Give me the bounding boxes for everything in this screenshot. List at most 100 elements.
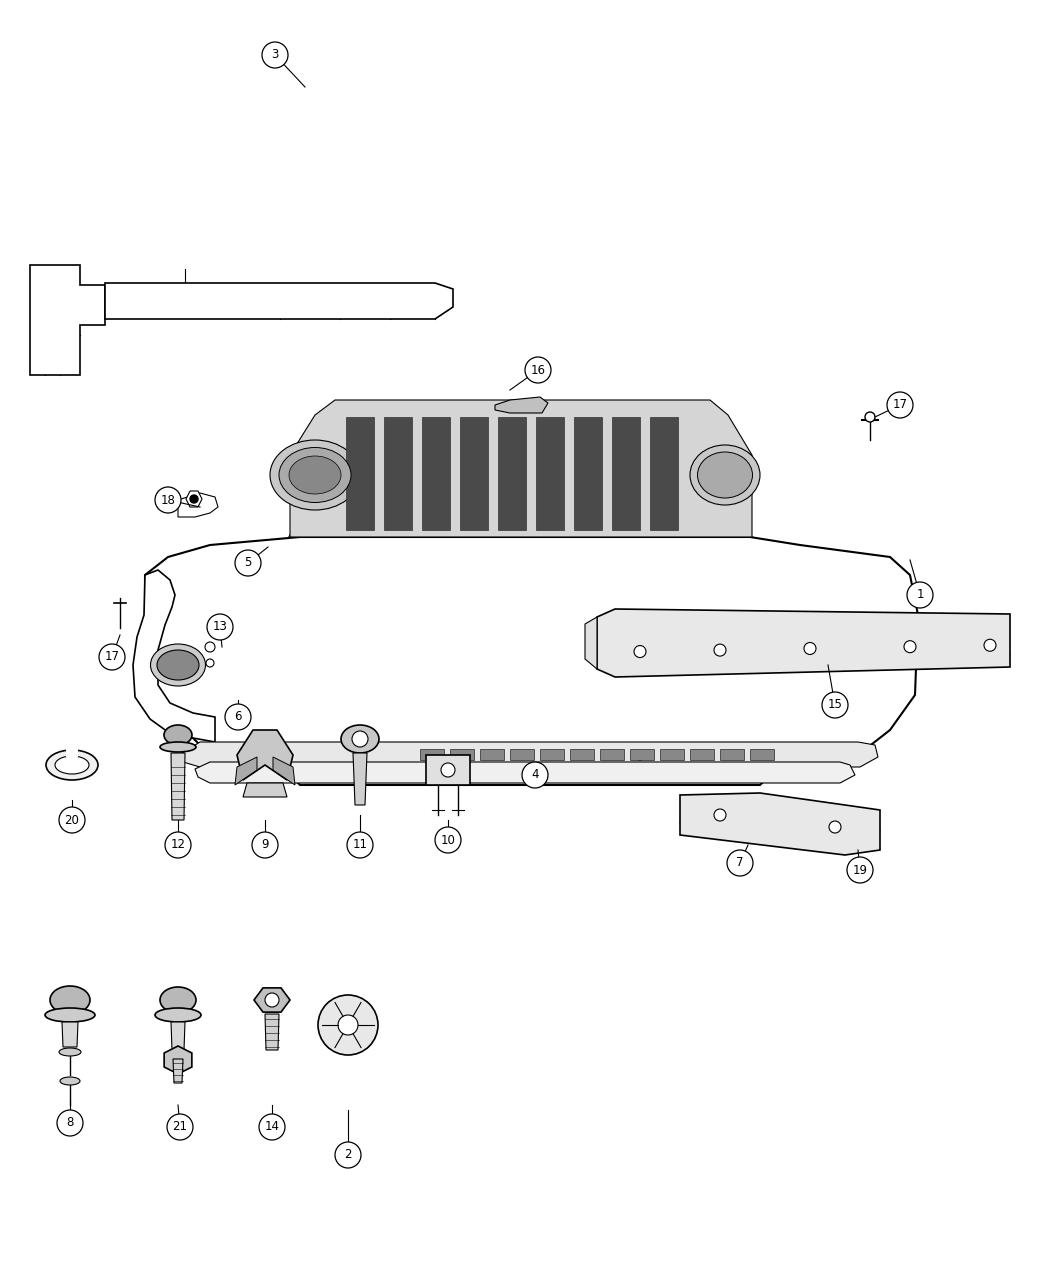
Polygon shape xyxy=(660,748,684,760)
Ellipse shape xyxy=(158,650,200,680)
Text: 11: 11 xyxy=(353,839,367,852)
Ellipse shape xyxy=(690,445,760,505)
Circle shape xyxy=(235,550,261,576)
Text: 17: 17 xyxy=(892,399,907,412)
Text: 3: 3 xyxy=(271,48,278,61)
Polygon shape xyxy=(164,1046,192,1074)
Polygon shape xyxy=(171,1023,185,1051)
Circle shape xyxy=(441,762,455,776)
Polygon shape xyxy=(612,417,640,530)
Circle shape xyxy=(984,639,996,652)
Circle shape xyxy=(714,810,726,821)
Text: 12: 12 xyxy=(170,839,186,852)
Polygon shape xyxy=(597,609,1010,677)
Polygon shape xyxy=(138,537,918,785)
Polygon shape xyxy=(273,757,295,785)
Polygon shape xyxy=(650,417,678,530)
Polygon shape xyxy=(186,491,202,507)
Polygon shape xyxy=(420,748,444,760)
Polygon shape xyxy=(585,617,597,669)
Circle shape xyxy=(727,850,753,876)
Polygon shape xyxy=(510,748,534,760)
Polygon shape xyxy=(498,417,526,530)
Text: 19: 19 xyxy=(853,863,867,876)
Ellipse shape xyxy=(55,756,89,774)
Polygon shape xyxy=(30,265,105,375)
Polygon shape xyxy=(62,1023,78,1047)
Circle shape xyxy=(165,833,191,858)
Text: 8: 8 xyxy=(66,1117,74,1130)
Polygon shape xyxy=(600,748,624,760)
Polygon shape xyxy=(536,417,564,530)
Circle shape xyxy=(259,1114,285,1140)
Polygon shape xyxy=(173,1060,183,1082)
Polygon shape xyxy=(630,748,654,760)
Polygon shape xyxy=(570,748,594,760)
Polygon shape xyxy=(265,1014,279,1051)
Text: 5: 5 xyxy=(245,556,252,570)
Ellipse shape xyxy=(45,1009,94,1023)
Polygon shape xyxy=(171,754,185,820)
Polygon shape xyxy=(574,417,602,530)
Text: 15: 15 xyxy=(827,699,842,711)
Polygon shape xyxy=(460,417,488,530)
Ellipse shape xyxy=(46,750,98,780)
Ellipse shape xyxy=(279,448,351,502)
Circle shape xyxy=(887,391,914,418)
Polygon shape xyxy=(422,417,450,530)
Ellipse shape xyxy=(341,725,379,754)
Circle shape xyxy=(206,659,214,667)
Ellipse shape xyxy=(160,742,196,752)
Circle shape xyxy=(636,752,644,760)
Polygon shape xyxy=(750,748,774,760)
Polygon shape xyxy=(353,754,367,805)
Circle shape xyxy=(57,1111,83,1136)
Polygon shape xyxy=(384,417,412,530)
Circle shape xyxy=(865,412,875,422)
Circle shape xyxy=(634,645,646,658)
Polygon shape xyxy=(426,755,470,785)
Polygon shape xyxy=(66,747,78,757)
Circle shape xyxy=(265,993,279,1007)
Circle shape xyxy=(252,833,278,858)
Ellipse shape xyxy=(59,1048,81,1056)
Polygon shape xyxy=(182,742,878,768)
Text: 4: 4 xyxy=(531,769,539,782)
Text: 21: 21 xyxy=(172,1121,188,1133)
Polygon shape xyxy=(690,748,714,760)
Circle shape xyxy=(522,762,548,788)
Circle shape xyxy=(435,827,461,853)
Circle shape xyxy=(205,643,215,652)
Circle shape xyxy=(907,581,933,608)
Polygon shape xyxy=(195,762,855,783)
Text: 20: 20 xyxy=(64,813,80,826)
Ellipse shape xyxy=(155,1009,201,1023)
Circle shape xyxy=(167,1114,193,1140)
Ellipse shape xyxy=(164,725,192,745)
Circle shape xyxy=(830,821,841,833)
Text: 14: 14 xyxy=(265,1121,279,1133)
Circle shape xyxy=(714,644,726,657)
Circle shape xyxy=(847,857,873,884)
Text: 16: 16 xyxy=(530,363,546,376)
Circle shape xyxy=(822,692,848,718)
Circle shape xyxy=(225,704,251,731)
Text: 7: 7 xyxy=(736,857,743,870)
Polygon shape xyxy=(235,757,257,785)
Ellipse shape xyxy=(697,453,753,499)
Ellipse shape xyxy=(270,440,360,510)
Circle shape xyxy=(207,615,233,640)
Polygon shape xyxy=(243,783,287,797)
Polygon shape xyxy=(495,397,548,413)
Polygon shape xyxy=(346,417,374,530)
Text: 6: 6 xyxy=(234,710,242,723)
Circle shape xyxy=(59,807,85,833)
Polygon shape xyxy=(450,748,474,760)
Polygon shape xyxy=(680,793,880,856)
Circle shape xyxy=(338,1015,358,1035)
Circle shape xyxy=(99,644,125,669)
Circle shape xyxy=(190,495,198,504)
Circle shape xyxy=(346,833,373,858)
Circle shape xyxy=(904,641,916,653)
Ellipse shape xyxy=(60,1077,80,1085)
